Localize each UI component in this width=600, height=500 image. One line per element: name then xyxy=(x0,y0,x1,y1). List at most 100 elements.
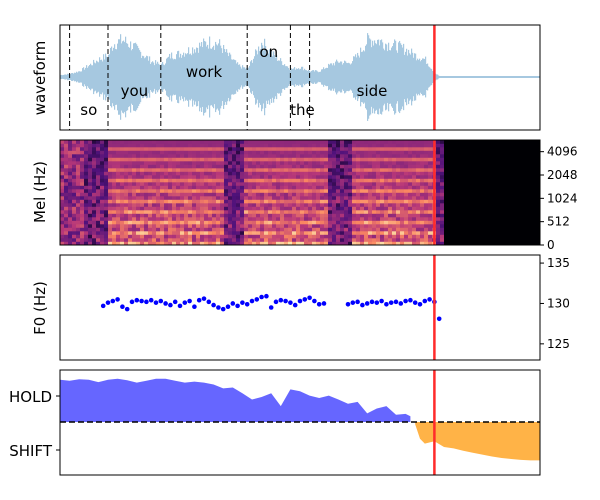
mel-cell xyxy=(152,182,157,186)
mel-cell xyxy=(184,231,189,235)
mel-cell xyxy=(88,241,93,246)
waveform-sample xyxy=(463,76,465,78)
mel-cell xyxy=(520,154,525,158)
mel-cell xyxy=(360,203,365,207)
mel-cell xyxy=(344,234,349,239)
mel-cell xyxy=(176,210,181,214)
mel-cell xyxy=(320,150,325,155)
mel-ylabel: Mel (Hz) xyxy=(31,161,49,223)
mel-cell xyxy=(88,150,93,155)
mel-cell xyxy=(464,203,469,207)
mel-cell xyxy=(532,150,537,155)
mel-cell xyxy=(484,241,489,246)
mel-cell xyxy=(120,154,125,158)
mel-cell xyxy=(516,147,521,151)
mel-cell xyxy=(124,220,129,225)
mel-cell xyxy=(312,143,317,148)
mel-cell xyxy=(240,199,245,204)
mel-cell xyxy=(212,178,217,183)
mel-cell xyxy=(152,154,157,158)
mel-cell xyxy=(188,161,193,165)
mel-cell xyxy=(100,182,105,186)
mel-cell xyxy=(112,220,117,225)
waveform-sample xyxy=(538,76,540,78)
mel-cell xyxy=(124,171,129,176)
mel-cell xyxy=(96,199,101,204)
mel-cell xyxy=(68,178,73,183)
waveform-sample xyxy=(514,76,516,78)
waveform-sample xyxy=(95,63,97,91)
mel-cell xyxy=(188,171,193,176)
mel-cell xyxy=(468,182,473,186)
mel-cell xyxy=(500,220,505,225)
mel-cell xyxy=(412,140,417,144)
mel-cell xyxy=(220,234,225,239)
waveform-sample xyxy=(407,55,409,99)
mel-cell xyxy=(400,168,405,172)
mel-cell xyxy=(72,189,77,193)
mel-cell xyxy=(72,220,77,225)
mel-cell xyxy=(184,199,189,204)
mel-cell xyxy=(400,206,405,211)
mel-cell xyxy=(380,206,385,211)
mel-cell xyxy=(536,143,541,148)
mel-cell xyxy=(472,147,477,151)
waveform-sample xyxy=(206,46,208,108)
mel-cell xyxy=(500,175,505,179)
mel-cell xyxy=(360,164,365,169)
mel-cell xyxy=(276,161,281,165)
mel-cell xyxy=(256,161,261,165)
mel-cell xyxy=(380,227,385,232)
mel-cell xyxy=(236,185,241,190)
mel-cell xyxy=(288,203,293,207)
mel-cell xyxy=(172,175,177,179)
mel-cell xyxy=(520,224,525,228)
mel-cell xyxy=(224,157,229,162)
mel-cell xyxy=(320,143,325,148)
mel-cell xyxy=(292,234,297,239)
mel-cell xyxy=(404,154,409,158)
waveform-sample xyxy=(349,63,351,91)
mel-cell xyxy=(524,199,529,204)
mel-cell xyxy=(516,199,521,204)
mel-cell xyxy=(292,154,297,158)
mel-cell xyxy=(512,171,517,176)
mel-cell xyxy=(408,150,413,155)
mel-cell xyxy=(280,147,285,151)
mel-cell xyxy=(272,164,277,169)
waveform-sample xyxy=(478,76,480,78)
mel-cell xyxy=(236,238,241,242)
mel-cell xyxy=(440,238,445,242)
mel-cell xyxy=(192,196,197,200)
mel-cell xyxy=(460,234,465,239)
mel-cell xyxy=(140,196,145,200)
mel-cell xyxy=(120,217,125,221)
mel-cell xyxy=(472,175,477,179)
mel-cell xyxy=(204,168,209,172)
waveform-sample xyxy=(350,64,352,90)
mel-cell xyxy=(480,147,485,151)
mel-cell xyxy=(352,161,357,165)
mel-cell xyxy=(308,178,313,183)
mel-cell xyxy=(160,210,165,214)
waveform-sample xyxy=(287,66,289,88)
mel-cell xyxy=(524,203,529,207)
waveform-sample xyxy=(291,68,293,86)
mel-cell xyxy=(348,154,353,158)
mel-cell xyxy=(296,217,301,221)
mel-cell xyxy=(120,147,125,151)
waveform-sample xyxy=(144,58,146,96)
mel-cell xyxy=(200,185,205,190)
mel-cell xyxy=(520,185,525,190)
waveform-sample xyxy=(392,46,394,108)
mel-cell xyxy=(220,182,225,186)
mel-cell xyxy=(524,206,529,211)
mel-cell xyxy=(248,171,253,176)
mel-cell xyxy=(312,140,317,144)
waveform-sample xyxy=(510,76,512,78)
mel-cell xyxy=(100,175,105,179)
mel-cell xyxy=(216,164,221,169)
mel-cell xyxy=(288,182,293,186)
mel-cell xyxy=(332,171,337,176)
mel-cell xyxy=(436,241,441,246)
